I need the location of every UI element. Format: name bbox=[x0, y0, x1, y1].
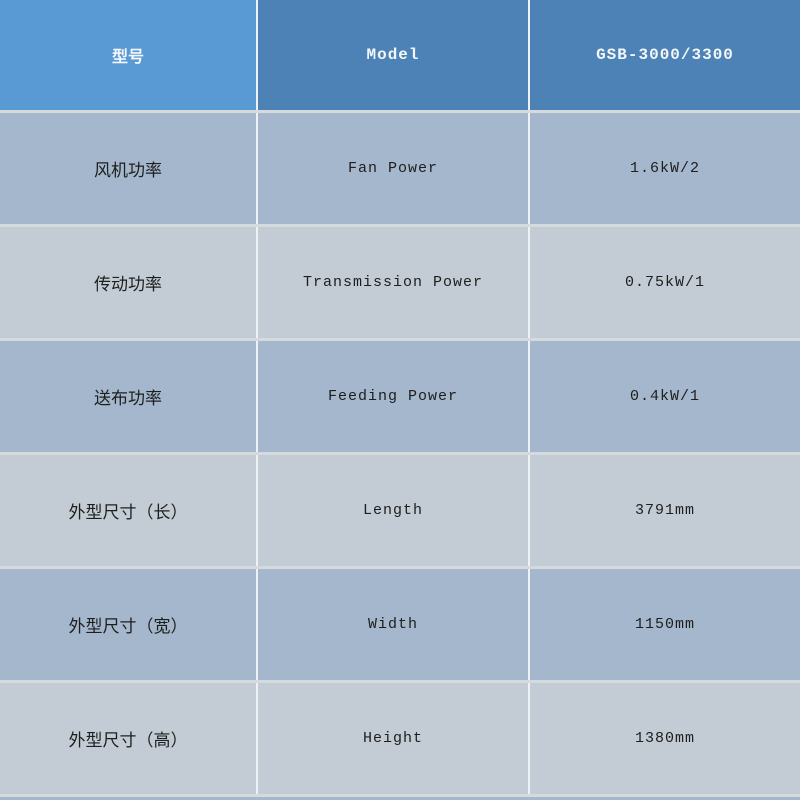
table-row-feeding-power: 送布功率 Feeding Power 0.4kW/1 bbox=[0, 338, 800, 452]
table-row-cutoff bbox=[0, 794, 800, 800]
table-header-row: 型号 Model GSB-3000/3300 bbox=[0, 0, 800, 110]
row-value-cell: 1.6kW/2 bbox=[530, 113, 800, 224]
row-label-en-cell: Length bbox=[258, 455, 530, 566]
table-row-transmission-power: 传动功率 Transmission Power 0.75kW/1 bbox=[0, 224, 800, 338]
table-row-length: 外型尺寸（长） Length 3791mm bbox=[0, 452, 800, 566]
row-value-cell: 1150mm bbox=[530, 569, 800, 680]
row-value-cell: 0.4kW/1 bbox=[530, 341, 800, 452]
row-label-en-cell: Feeding Power bbox=[258, 341, 530, 452]
header-cell-model-cn: 型号 bbox=[0, 0, 258, 110]
row-label-cn-cell: 传动功率 bbox=[0, 227, 258, 338]
header-cell-model-en: Model bbox=[258, 0, 530, 110]
row-value-cell: 1380mm bbox=[530, 683, 800, 794]
row-label-en-cell: Width bbox=[258, 569, 530, 680]
row-label-cn-cell: 外型尺寸（长） bbox=[0, 455, 258, 566]
row-label-en-cell: Height bbox=[258, 683, 530, 794]
table-row-fan-power: 风机功率 Fan Power 1.6kW/2 bbox=[0, 110, 800, 224]
row-value-cell: 0.75kW/1 bbox=[530, 227, 800, 338]
row-value-cell: 3791mm bbox=[530, 455, 800, 566]
row-label-cn-cell: 外型尺寸（宽） bbox=[0, 569, 258, 680]
row-label-en-cell: Fan Power bbox=[258, 113, 530, 224]
table-row-height: 外型尺寸（高） Height 1380mm bbox=[0, 680, 800, 794]
row-label-cn-cell: 风机功率 bbox=[0, 113, 258, 224]
row-label-cn-cell: 送布功率 bbox=[0, 341, 258, 452]
row-label-en-cell: Transmission Power bbox=[258, 227, 530, 338]
header-cell-model-value: GSB-3000/3300 bbox=[530, 0, 800, 110]
table-row-width: 外型尺寸（宽） Width 1150mm bbox=[0, 566, 800, 680]
row-label-cn-cell: 外型尺寸（高） bbox=[0, 683, 258, 794]
